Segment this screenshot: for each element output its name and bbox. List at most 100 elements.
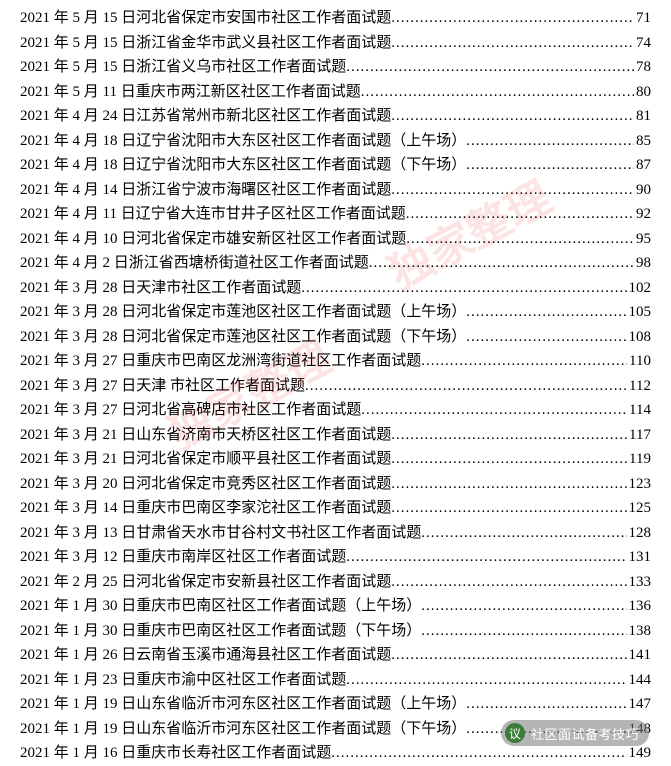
toc-entry: 2021 年 4 月 18 日辽宁省沈阳市大东区社区工作者面试题（上午场）85	[20, 129, 651, 154]
toc-leader-dots	[346, 545, 626, 570]
toc-entry-title: 2021 年 3 月 27 日天津 市社区工作者面试题	[20, 374, 305, 399]
toc-entry-page: 144	[627, 668, 652, 693]
toc-entry-title: 2021 年 1 月 30 日重庆市巴南区社区工作者面试题（下午场）	[20, 619, 421, 644]
toc-entry-title: 2021 年 1 月 26 日云南省玉溪市通海县社区工作者面试题	[20, 643, 391, 668]
toc-entry-page: 114	[627, 398, 651, 423]
toc-entry-page: 78	[634, 55, 651, 80]
toc-leader-dots	[421, 521, 626, 546]
toc-entry: 2021 年 4 月 14 日浙江省宁波市海曙区社区工作者面试题 90	[20, 178, 651, 203]
toc-entry-page: 147	[627, 692, 652, 717]
toc-entry: 2021 年 4 月 18 日辽宁省沈阳市大东区社区工作者面试题（下午场）87	[20, 153, 651, 178]
toc-entry-title: 2021 年 3 月 27 日河北省高碑店市社区工作者面试题	[20, 398, 361, 423]
toc-entry: 2021 年 4 月 24 日江苏省常州市新北区社区工作者面试题81	[20, 104, 651, 129]
toc-leader-dots	[369, 251, 634, 276]
toc-leader-dots	[391, 31, 634, 56]
toc-entry-page: 102	[627, 276, 652, 301]
toc-leader-dots	[466, 325, 626, 350]
toc-entry: 2021 年 1 月 30 日重庆市巴南区社区工作者面试题（下午场） 138	[20, 619, 651, 644]
toc-entry: 2021 年 3 月 28 日河北省保定市莲池区社区工作者面试题（上午场） 105	[20, 300, 651, 325]
toc-leader-dots	[346, 55, 634, 80]
toc-entry: 2021 年 3 月 28 日天津市社区工作者面试题 102	[20, 276, 651, 301]
toc-entry: 2021 年 2 月 25 日河北省保定市安新县社区工作者面试题 133	[20, 570, 651, 595]
toc-leader-dots	[466, 129, 634, 154]
toc-leader-dots	[391, 104, 634, 129]
source-badge: 议 社区面试备考技巧	[501, 720, 649, 746]
toc-entry-title: 2021 年 1 月 16 日重庆市长寿社区工作者面试题	[20, 741, 331, 766]
toc-entry-page: 136	[627, 594, 652, 619]
toc-entry-title: 2021 年 3 月 28 日河北省保定市莲池区社区工作者面试题（下午场）	[20, 325, 466, 350]
toc-entry-title: 2021 年 4 月 2 日浙江省西塘桥街道社区工作者面试题	[20, 251, 369, 276]
table-of-contents: 2021 年 5 月 15 日河北省保定市安国市社区工作者面试题712021 年…	[20, 6, 651, 766]
toc-entry: 2021 年 4 月 2 日浙江省西塘桥街道社区工作者面试题98	[20, 251, 651, 276]
toc-leader-dots	[391, 643, 626, 668]
toc-entry: 2021 年 5 月 15 日河北省保定市安国市社区工作者面试题71	[20, 6, 651, 31]
toc-entry-page: 131	[627, 545, 652, 570]
toc-entry: 2021 年 3 月 28 日河北省保定市莲池区社区工作者面试题（下午场） 108	[20, 325, 651, 350]
toc-entry-page: 112	[627, 374, 651, 399]
toc-entry: 2021 年 3 月 20 日河北省保定市竞秀区社区工作者面试题 123	[20, 472, 651, 497]
toc-entry: 2021 年 3 月 13 日甘肃省天水市甘谷村文书社区工作者面试题128	[20, 521, 651, 546]
toc-leader-dots	[421, 619, 626, 644]
toc-entry: 2021 年 1 月 19 日山东省临沂市河东区社区工作者面试题（上午场） 147	[20, 692, 651, 717]
toc-leader-dots	[466, 692, 626, 717]
toc-entry: 2021 年 5 月 15 日浙江省义乌市社区工作者面试题 78	[20, 55, 651, 80]
toc-entry-page: 74	[634, 31, 651, 56]
toc-leader-dots	[391, 6, 634, 31]
toc-entry-page: 90	[634, 178, 651, 203]
toc-entry: 2021 年 3 月 12 日重庆市南岸区社区工作者面试题 131	[20, 545, 651, 570]
toc-leader-dots	[361, 80, 634, 105]
toc-entry-page: 71	[634, 6, 651, 31]
toc-entry-page: 110	[627, 349, 651, 374]
toc-entry-page: 123	[627, 472, 652, 497]
toc-entry-page: 108	[627, 325, 652, 350]
toc-entry: 2021 年 3 月 27 日天津 市社区工作者面试题 112	[20, 374, 651, 399]
toc-entry-page: 133	[627, 570, 652, 595]
toc-entry-page: 95	[634, 227, 651, 252]
toc-entry-title: 2021 年 4 月 14 日浙江省宁波市海曙区社区工作者面试题	[20, 178, 391, 203]
toc-entry-title: 2021 年 3 月 13 日甘肃省天水市甘谷村文书社区工作者面试题	[20, 521, 421, 546]
toc-leader-dots	[391, 423, 627, 448]
toc-leader-dots	[421, 349, 627, 374]
toc-entry-title: 2021 年 3 月 20 日河北省保定市竞秀区社区工作者面试题	[20, 472, 391, 497]
toc-entry-page: 105	[627, 300, 652, 325]
toc-entry-page: 138	[627, 619, 652, 644]
toc-entry-title: 2021 年 5 月 15 日浙江省金华市武义县社区工作者面试题	[20, 31, 391, 56]
toc-entry-page: 85	[634, 129, 651, 154]
toc-entry-title: 2021 年 1 月 19 日山东省临沂市河东区社区工作者面试题（上午场）	[20, 692, 466, 717]
toc-entry-title: 2021 年 3 月 12 日重庆市南岸区社区工作者面试题	[20, 545, 346, 570]
toc-entry: 2021 年 1 月 30 日重庆市巴南区社区工作者面试题（上午场）136	[20, 594, 651, 619]
toc-entry-page: 119	[627, 447, 651, 472]
toc-entry-page: 125	[627, 496, 652, 521]
toc-entry-title: 2021 年 3 月 28 日河北省保定市莲池区社区工作者面试题（上午场）	[20, 300, 466, 325]
toc-entry: 2021 年 3 月 14 日重庆市巴南区李家沱社区工作者面试题 125	[20, 496, 651, 521]
toc-leader-dots	[361, 398, 627, 423]
toc-entry-title: 2021 年 5 月 15 日浙江省义乌市社区工作者面试题	[20, 55, 346, 80]
toc-entry-page: 87	[634, 153, 651, 178]
toc-entry-title: 2021 年 3 月 14 日重庆市巴南区李家沱社区工作者面试题	[20, 496, 391, 521]
toc-entry-title: 2021 年 1 月 19 日山东省临沂市河东区社区工作者面试题（下午场）	[20, 717, 466, 742]
toc-entry-title: 2021 年 3 月 27 日重庆市巴南区龙洲湾街道社区工作者面试题	[20, 349, 421, 374]
toc-leader-dots	[391, 570, 626, 595]
toc-entry-title: 2021 年 3 月 28 日天津市社区工作者面试题	[20, 276, 301, 301]
toc-entry: 2021 年 3 月 21 日山东省济南市天桥区社区工作者面试题117	[20, 423, 651, 448]
wechat-icon: 议	[505, 723, 525, 743]
toc-entry-title: 2021 年 4 月 10 日河北省保定市雄安新区社区工作者面试题	[20, 227, 406, 252]
toc-leader-dots	[406, 227, 634, 252]
toc-entry-title: 2021 年 1 月 23 日重庆市渝中区社区工作者面试题	[20, 668, 346, 693]
toc-entry-title: 2021 年 4 月 24 日江苏省常州市新北区社区工作者面试题	[20, 104, 391, 129]
toc-entry: 2021 年 1 月 23 日重庆市渝中区社区工作者面试题 144	[20, 668, 651, 693]
toc-leader-dots	[466, 300, 626, 325]
toc-leader-dots	[301, 276, 626, 301]
toc-entry-title: 2021 年 3 月 21 日山东省济南市天桥区社区工作者面试题	[20, 423, 391, 448]
toc-entry-title: 2021 年 5 月 11 日重庆市两江新区社区工作者面试题	[20, 80, 361, 105]
toc-entry-page: 80	[634, 80, 651, 105]
toc-leader-dots	[305, 374, 627, 399]
toc-leader-dots	[391, 496, 626, 521]
toc-entry-title: 2021 年 2 月 25 日河北省保定市安新县社区工作者面试题	[20, 570, 391, 595]
toc-entry: 2021 年 1 月 26 日云南省玉溪市通海县社区工作者面试题141	[20, 643, 651, 668]
toc-leader-dots	[406, 202, 634, 227]
toc-leader-dots	[391, 447, 627, 472]
source-badge-text: 社区面试备考技巧	[531, 724, 639, 743]
toc-leader-dots	[466, 153, 634, 178]
toc-entry: 2021 年 5 月 11 日重庆市两江新区社区工作者面试题 80	[20, 80, 651, 105]
